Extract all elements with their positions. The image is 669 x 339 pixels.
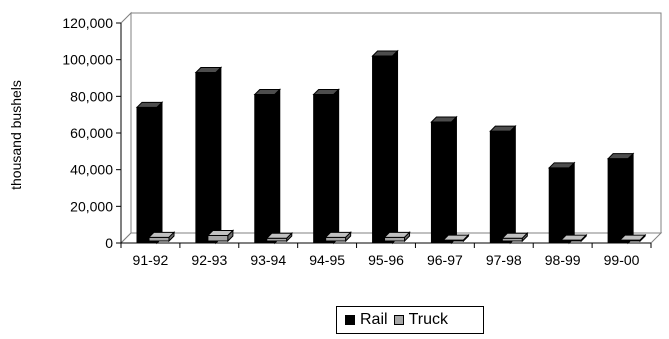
legend-item-rail: Rail [345,311,388,329]
x-tick-label: 97-98 [486,252,522,268]
y-axis-ticks: 0 20,000 40,000 60,000 80,000 100,000 120,000 [62,15,121,251]
y-tick-label: 100,000 [62,52,113,68]
x-tick-label: 98-99 [545,252,581,268]
legend: Rail Truck [336,306,484,334]
legend-swatch-rail [345,315,355,325]
bar-rail-95-96 [371,49,399,245]
y-tick-label: 0 [105,235,113,251]
bar-truck-91-92 [147,231,176,243]
bar-truck-92-93 [206,229,235,243]
y-tick-label: 80,000 [70,88,113,104]
bar-truck-98-99 [560,233,588,243]
bar-rail-97-98 [489,124,517,245]
legend-swatch-truck [393,315,404,325]
y-tick-label: 40,000 [70,162,113,178]
side-wall [120,11,132,245]
bar-rail-96-97 [430,115,458,245]
bar-rail-99-00 [606,152,635,245]
legend-label-truck: Truck [408,311,448,328]
x-tick-label: 92-93 [191,252,227,268]
legend-label-rail: Rail [360,311,388,328]
x-tick-label: 93-94 [250,252,286,268]
x-tick-label: 91-92 [133,252,169,268]
bar-truck-96-97 [442,233,470,243]
bar-truck-95-96 [383,231,411,243]
x-axis-ticks: 91-92 92-93 93-94 94-95 95-96 96-97 97-98 98-99… [120,243,652,268]
bar-truck-94-95 [324,231,352,243]
x-tick-label: 95-96 [368,252,404,268]
bar-rail-98-99 [548,161,576,245]
chart-bars [135,49,647,245]
y-axis-label: thousand bushels [8,80,24,190]
x-tick-label: 96-97 [427,252,463,268]
bar-truck-97-98 [501,232,529,243]
y-tick-label: 20,000 [70,198,113,214]
x-tick-label: 94-95 [309,252,345,268]
x-tick-label: 99-00 [604,252,640,268]
bar-rail-91-92 [135,101,164,245]
bar-rail-92-93 [194,66,223,245]
bar-truck-93-94 [265,232,293,243]
legend-item-truck: Truck [393,311,448,329]
bar-rail-93-94 [253,88,281,245]
y-tick-label: 120,000 [62,15,113,31]
y-tick-label: 60,000 [70,125,113,141]
bar-truck-99-00 [618,233,647,243]
bar-rail-94-95 [312,88,340,245]
